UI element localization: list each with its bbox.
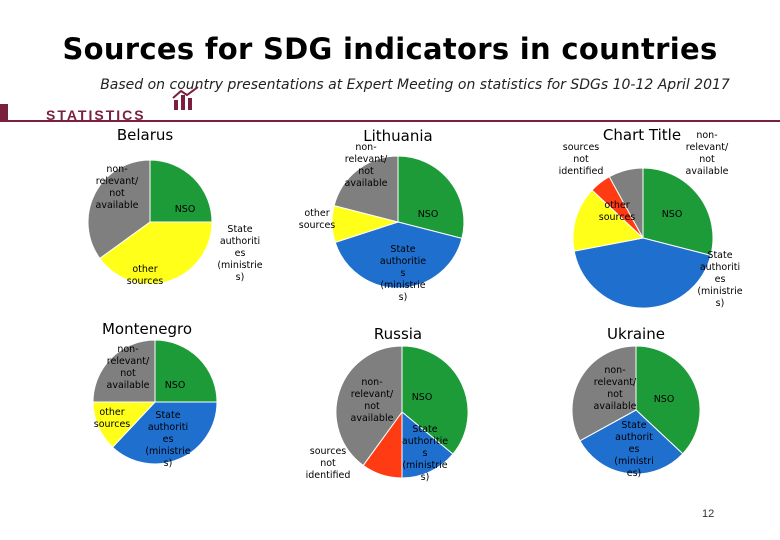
- slice-label: non-relevant/not available: [107, 344, 150, 391]
- page-number: 12: [702, 508, 715, 520]
- pie-chart-belarus: Belarus NSO State authoriti es (ministrie s) ot…: [87, 126, 263, 287]
- brand-bar-stub: [0, 104, 8, 122]
- chart-title: Russia: [374, 325, 422, 343]
- chart-title: Chart Title: [603, 126, 681, 144]
- pie-slice: [401, 345, 469, 455]
- pie-slice: [572, 189, 645, 252]
- pie-chart-montenegro: Montenegro NSO State authoriti es (ministrie s…: [92, 320, 218, 469]
- pie-slice: [99, 221, 213, 285]
- slice-label: non-relevant/not available: [686, 130, 729, 177]
- slice-label: other sources: [127, 264, 164, 287]
- slice-label: other sources: [94, 407, 131, 430]
- pie-slice: [334, 221, 463, 289]
- page-title: Sources for SDG indicators in countries: [62, 32, 718, 66]
- pie-chart-russia: Russia NSO State authoritie s (ministrie s) sou…: [306, 325, 469, 483]
- slice-label: NSO: [412, 392, 433, 403]
- pie-slice: [111, 401, 218, 465]
- slice-label: non-relevant/not available: [594, 365, 637, 412]
- pie-chart-lithuania: Lithuania NSO State authoritie s (ministrie s)…: [299, 127, 465, 303]
- pie-slice: [571, 345, 637, 442]
- slice-label: non-relevant/not available: [351, 377, 394, 424]
- slice-label: sources not identified: [306, 446, 351, 481]
- pie-slice: [335, 345, 403, 467]
- pie-slice: [149, 159, 213, 223]
- slice-label: NSO: [175, 204, 196, 215]
- slice-label: NSO: [662, 209, 683, 220]
- slice-label: NSO: [165, 380, 186, 391]
- statistics-chart-icon: [172, 86, 199, 110]
- pie-slice: [92, 339, 156, 403]
- slice-label: sources not identified: [559, 142, 604, 177]
- pie-slice: [397, 155, 465, 240]
- slice-label: non-relevant/not available: [345, 142, 388, 189]
- pie-slice: [154, 339, 218, 403]
- slice-label: NSO: [654, 394, 675, 405]
- slice-label: State authorit es (ministri es): [614, 420, 653, 479]
- slice-label: other sources: [599, 200, 636, 223]
- chart-title: Montenegro: [102, 320, 192, 338]
- pie-chart-chart-title: Chart Title NSO State authoriti es (ministrie…: [559, 126, 743, 309]
- page-subtitle: Based on country presentations at Expert…: [100, 77, 730, 93]
- pie-slice: [573, 237, 712, 309]
- chart-title: Ukraine: [607, 325, 665, 343]
- brand-rule: [0, 120, 780, 122]
- pie-slice: [333, 155, 399, 223]
- pie-slice: [608, 167, 644, 239]
- slice-label: non-relevant/not available: [96, 164, 139, 211]
- pie-chart-ukraine: Ukraine NSO State authorit es (ministri es) non…: [571, 325, 701, 479]
- brand-label: STATISTICS: [46, 107, 146, 123]
- pie-slice: [87, 159, 151, 260]
- chart-title: Lithuania: [363, 127, 432, 145]
- chart-title: Belarus: [117, 126, 174, 144]
- pie-slice: [642, 167, 714, 257]
- slice-label: NSO: [418, 209, 439, 220]
- pie-slice: [635, 345, 701, 455]
- slice-label: other sources: [299, 208, 336, 231]
- pie-slice: [579, 409, 684, 475]
- pie-slice: [401, 410, 454, 479]
